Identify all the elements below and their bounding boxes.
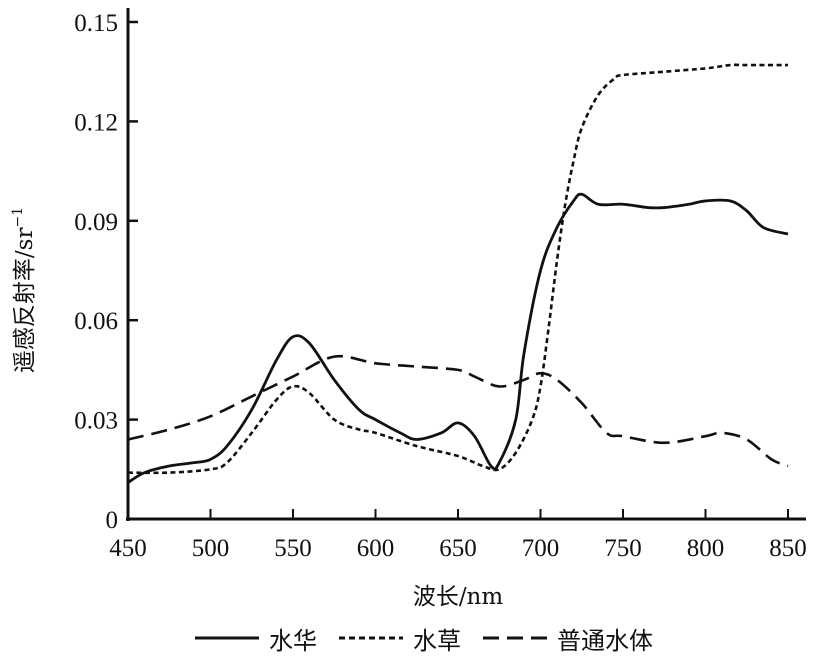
y-tick-label: 0.09 bbox=[74, 209, 118, 236]
series-line-long-dash bbox=[127, 354, 789, 468]
x-tick-label: 600 bbox=[357, 535, 395, 562]
legend-label: 普通水体 bbox=[557, 626, 653, 655]
y-tick-label: 0.12 bbox=[74, 109, 118, 136]
x-tick-label: 850 bbox=[769, 535, 807, 562]
x-ticks: 450 500 550 600 650 700 750 800 850 bbox=[109, 509, 807, 562]
axes bbox=[126, 8, 806, 521]
x-tick-label: 650 bbox=[439, 535, 477, 562]
plot-lines bbox=[127, 63, 789, 484]
x-tick-label: 550 bbox=[274, 535, 312, 562]
short-dash-line-icon bbox=[339, 636, 403, 640]
x-tick-label: 800 bbox=[687, 535, 725, 562]
legend: 水华 水草 普通水体 bbox=[195, 620, 675, 656]
legend-label: 水华 bbox=[269, 626, 317, 655]
legend-label: 水草 bbox=[413, 626, 461, 655]
legend-item-waterweed: 水草 bbox=[339, 621, 461, 656]
y-tick-label: 0.15 bbox=[74, 10, 118, 37]
x-tick-label: 500 bbox=[192, 535, 230, 562]
legend-item-normal-water: 普通水体 bbox=[483, 621, 653, 656]
series-line-solid bbox=[127, 192, 789, 484]
y-ticks: 0 0.03 0.06 0.09 0.12 0.15 bbox=[74, 10, 138, 534]
chart: 0 0.03 0.06 0.09 0.12 0.15 450 500 550 600 650 700… bbox=[10, 8, 807, 610]
x-tick-label: 700 bbox=[522, 535, 560, 562]
y-tick-label: 0.03 bbox=[74, 408, 118, 435]
y-tick-label: 0.06 bbox=[74, 308, 118, 335]
x-tick-label: 750 bbox=[604, 535, 642, 562]
y-tick-label: 0 bbox=[106, 507, 119, 534]
long-dash-line-icon bbox=[483, 636, 547, 640]
solid-line-icon bbox=[195, 636, 259, 640]
series-line-short-dash bbox=[127, 63, 788, 475]
x-tick-label: 450 bbox=[109, 535, 147, 562]
y-axis-title: 遥感反射率/sr−1 bbox=[10, 207, 38, 373]
x-axis-title: 波长/nm bbox=[413, 584, 504, 610]
legend-item-bloom: 水华 bbox=[195, 621, 317, 656]
